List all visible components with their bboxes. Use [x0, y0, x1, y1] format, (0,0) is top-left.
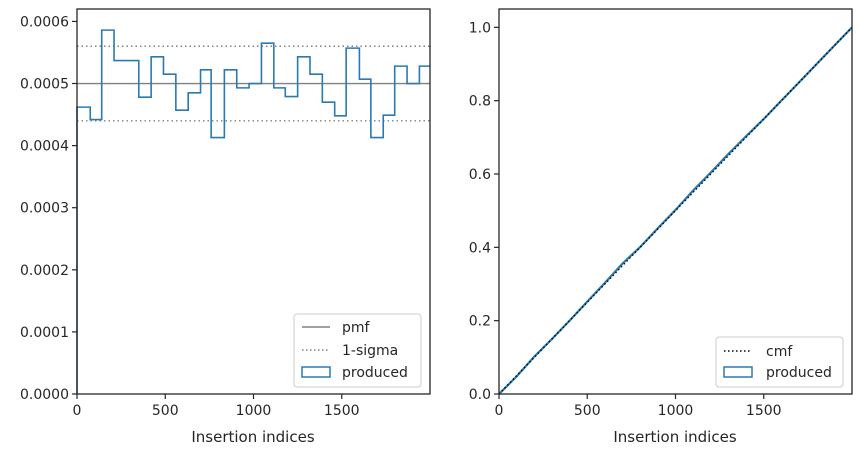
y-tick-label: 0.0004	[20, 139, 69, 155]
x-tick-label: 1500	[746, 403, 782, 419]
legend-produced-label: produced	[766, 365, 832, 381]
x-axis: 0 500 1000 1500	[495, 394, 782, 419]
y-tick-label: 0.8	[469, 94, 491, 110]
x-axis-label: Insertion indices	[191, 428, 314, 446]
legend-produced-label: produced	[342, 365, 408, 381]
x-tick-label: 1500	[324, 403, 360, 419]
x-tick-label: 500	[574, 403, 601, 419]
x-tick-label: 0	[495, 403, 504, 419]
x-tick-label: 1000	[658, 403, 694, 419]
legend: cmf produced	[715, 336, 844, 388]
y-tick-label: 0.0001	[20, 325, 69, 341]
legend-box	[293, 313, 422, 388]
x-tick-label: 1000	[236, 403, 272, 419]
y-axis: 0.0 0.2 0.4 0.6 0.8 1.0	[469, 20, 499, 403]
legend-sigma-label: 1-sigma	[342, 343, 398, 359]
legend-produced-swatch	[301, 366, 331, 378]
y-tick-label: 0.0006	[20, 14, 69, 30]
y-tick-label: 0.4	[469, 240, 491, 256]
histogram-marks	[76, 29, 430, 394]
x-axis-label: Insertion indices	[613, 428, 736, 446]
legend-produced-swatch	[723, 366, 753, 378]
legend-cmf-label: cmf	[766, 344, 793, 360]
y-tick-label: 1.0	[469, 20, 491, 36]
y-axis: 0.0000 0.0001 0.0002 0.0003 0.0004 0.0005 0.00…	[20, 14, 77, 403]
legend-pmf-label: pmf	[342, 320, 371, 336]
cumulative-marks	[498, 26, 853, 395]
x-tick-label: 500	[152, 403, 179, 419]
y-tick-label: 0.0005	[20, 77, 69, 93]
x-axis: 0 500 1000 1500	[73, 394, 360, 419]
y-tick-label: 0.0003	[20, 201, 69, 217]
y-tick-label: 0.0	[469, 387, 491, 403]
cumulative-panel: 0 500 1000 1500 0.0 0.2 0.4 0.6 0.8 1.0 Insertio…	[469, 8, 853, 446]
y-tick-label: 0.0000	[20, 387, 69, 403]
produced-histogram	[76, 29, 430, 394]
x-tick-label: 0	[73, 403, 82, 419]
cmf-line	[498, 26, 853, 395]
legend: pmf 1-sigma produced	[293, 313, 422, 388]
y-tick-label: 0.0002	[20, 263, 69, 279]
y-tick-label: 0.6	[469, 167, 491, 183]
histogram-panel: 0 500 1000 1500 0.00000.00010.00020.00030.0…	[20, 8, 431, 446]
y-tick-label: 0.2	[469, 314, 491, 330]
plot-frame	[498, 8, 853, 395]
legend-box	[715, 336, 844, 388]
